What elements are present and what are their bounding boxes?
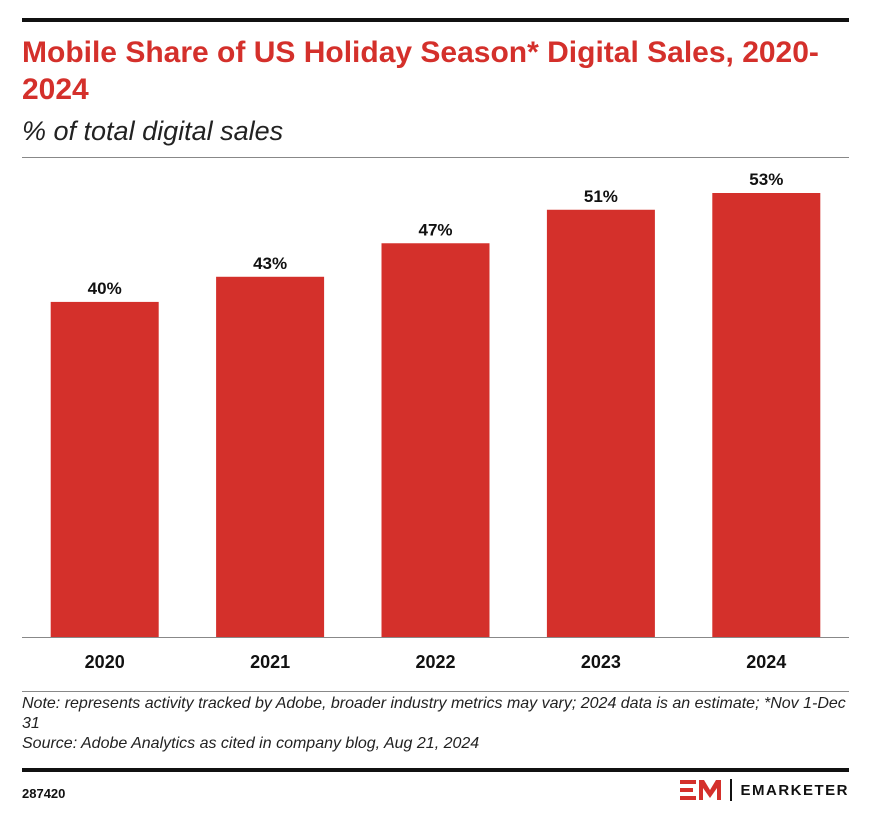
category-label-2020: 2020 bbox=[85, 652, 125, 672]
brand-name: EMARKETER bbox=[740, 781, 849, 799]
source-text: Source: Adobe Analytics as cited in comp… bbox=[22, 735, 480, 752]
note-text: Note: represents activity tracked by Ado… bbox=[22, 695, 846, 732]
category-label-2024: 2024 bbox=[746, 652, 786, 672]
chart-svg: 40% 2020 43% 2021 47% 2022 51% 2023 53% 2024 bbox=[22, 170, 849, 672]
bar-2024 bbox=[712, 193, 821, 637]
chart-id: 287420 bbox=[22, 786, 66, 801]
chart-subtitle: % of total digital sales bbox=[22, 116, 284, 146]
category-label-2021: 2021 bbox=[250, 652, 290, 672]
subtitle-divider bbox=[22, 157, 849, 158]
brand-separator bbox=[730, 779, 733, 801]
chart-title: Mobile Share of US Holiday Season* Digit… bbox=[22, 36, 819, 106]
bar-chart: 40% 2020 43% 2021 47% 2022 51% 2023 53% 2024 bbox=[22, 160, 849, 690]
value-label-2023: 51% bbox=[584, 187, 618, 206]
top-rule bbox=[22, 18, 849, 22]
category-label-2023: 2023 bbox=[581, 652, 621, 672]
bottom-rule bbox=[22, 768, 849, 772]
value-label-2020: 40% bbox=[88, 279, 122, 298]
value-label-2022: 47% bbox=[418, 220, 452, 239]
em-logo-icon bbox=[680, 780, 722, 800]
value-label-2021: 43% bbox=[253, 254, 287, 273]
bar-2023 bbox=[546, 209, 655, 638]
bar-2022 bbox=[381, 243, 490, 637]
bar-2021 bbox=[216, 276, 325, 637]
bar-2020 bbox=[50, 301, 159, 637]
notes-divider bbox=[22, 691, 849, 692]
category-label-2022: 2022 bbox=[415, 652, 455, 672]
chart-notes: Note: represents activity tracked by Ado… bbox=[22, 694, 849, 754]
brand-logo: EMARKETER bbox=[680, 778, 849, 802]
value-label-2024: 53% bbox=[749, 170, 783, 189]
